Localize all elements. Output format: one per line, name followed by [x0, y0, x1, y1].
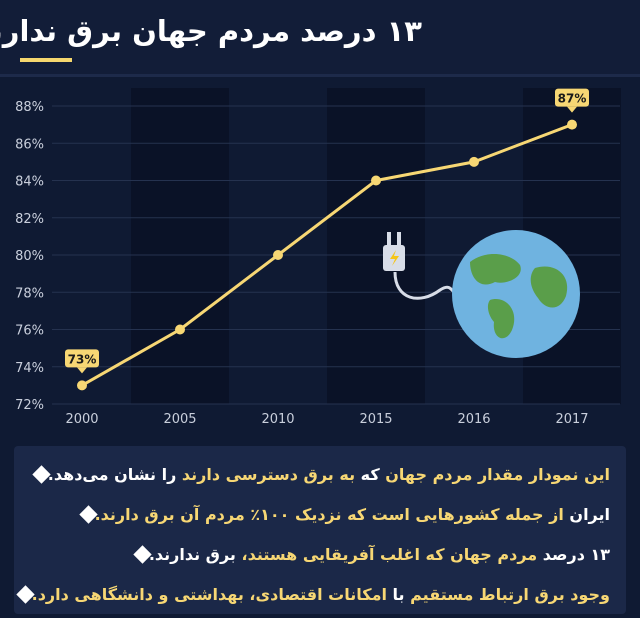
- note-text-part: ۱۳ درصد: [537, 544, 610, 564]
- y-tick-label: 78%: [15, 286, 44, 301]
- x-axis: 2000 2005 2010 2015 2016 2017: [65, 412, 588, 427]
- data-point: [371, 175, 381, 186]
- title-accent-bar: [20, 58, 72, 62]
- page-title: ۱۳ درصد مردم جهان برق ندارند: [0, 14, 422, 48]
- chart-bands: [131, 88, 621, 404]
- data-label-text: 87%: [558, 92, 587, 106]
- x-tick-label: 2010: [261, 412, 294, 427]
- x-tick-label: 2017: [555, 412, 588, 427]
- note-text-part: وجود برق ارتباط مستقیم: [404, 584, 610, 604]
- data-label-pointer: [77, 367, 87, 374]
- data-point: [567, 119, 577, 130]
- data-label-pointer: [567, 106, 577, 113]
- note-text-part: برق ندارند.: [148, 544, 236, 564]
- series-line-path: [81, 123, 573, 387]
- data-point: [175, 324, 185, 335]
- y-tick-label: 76%: [15, 324, 44, 339]
- y-tick-label: 84%: [15, 175, 44, 190]
- y-tick-label: 80%: [15, 249, 44, 264]
- note-text-part: مردم جهان که اغلب آفریقایی هستند،: [235, 544, 538, 564]
- note-item: ۱۳ درصد مردم جهان که اغلب آفریقایی هستند…: [122, 538, 610, 570]
- line-chart: 72% 74% 76% 78% 80% 82% 84% 86% 88% 2000 2005 2010…: [15, 88, 621, 427]
- x-tick-label: 2005: [163, 412, 196, 427]
- chart-band: [131, 88, 229, 404]
- note-item: وجود برق ارتباط مستقیم با امکانات اقتصاد…: [5, 578, 610, 610]
- x-tick-label: 2016: [457, 412, 490, 427]
- data-label-text: 73%: [68, 352, 97, 366]
- note-text-part: ایران: [563, 504, 610, 524]
- y-tick-label: 86%: [15, 137, 44, 152]
- header: ۱۳ درصد مردم جهان برق ندارند: [0, 0, 640, 77]
- note-text: وجود برق ارتباط مستقیم با امکانات اقتصاد…: [32, 585, 610, 604]
- note-text-part: این نمودار مقدار مردم جهان: [379, 464, 610, 484]
- data-label-box: [65, 349, 99, 368]
- data-label: 73%: [65, 349, 99, 374]
- globe-illustration: [452, 230, 580, 358]
- note-item: ایران از جمله کشورهایی است که نزدیک ۱۰۰٪…: [68, 498, 610, 530]
- x-tick-label: 2000: [65, 412, 98, 427]
- data-point: [273, 250, 283, 260]
- data-label-box: [555, 88, 589, 107]
- note-text-part: به برق دسترسی دارند: [176, 464, 361, 484]
- series-line: [77, 119, 577, 391]
- y-tick-label: 82%: [15, 212, 44, 227]
- note-text-part: از جمله کشورهایی است که نزدیک ۱۰۰٪ مردم …: [94, 504, 564, 524]
- y-tick-label: 88%: [15, 100, 44, 115]
- note-text: این نمودار مقدار مردم جهان که به برق دست…: [48, 465, 610, 484]
- x-tick-label: 2015: [359, 412, 392, 427]
- data-label: 87%: [555, 88, 589, 113]
- note-text-part: با: [392, 584, 405, 604]
- note-text: ۱۳ درصد مردم جهان که اغلب آفریقایی هستند…: [149, 545, 610, 564]
- note-item: این نمودار مقدار مردم جهان که به برق دست…: [21, 458, 610, 490]
- data-point: [77, 380, 87, 391]
- note-text-part: که: [360, 464, 380, 484]
- note-text-part: امکانات اقتصادی، بهداشتی و دانشگاهی دارد…: [31, 584, 393, 604]
- data-point: [469, 156, 479, 167]
- note-text: ایران از جمله کشورهایی است که نزدیک ۱۰۰٪…: [95, 505, 610, 524]
- notes-panel: این نمودار مقدار مردم جهان که به برق دست…: [14, 446, 626, 614]
- chart-band: [327, 88, 425, 404]
- y-tick-label: 72%: [15, 398, 44, 413]
- note-text-part: را نشان می‌دهد.: [47, 464, 177, 484]
- y-axis: 72% 74% 76% 78% 80% 82% 84% 86% 88%: [15, 100, 44, 413]
- y-tick-label: 74%: [15, 361, 44, 376]
- data-labels: 73% 87%: [65, 88, 589, 374]
